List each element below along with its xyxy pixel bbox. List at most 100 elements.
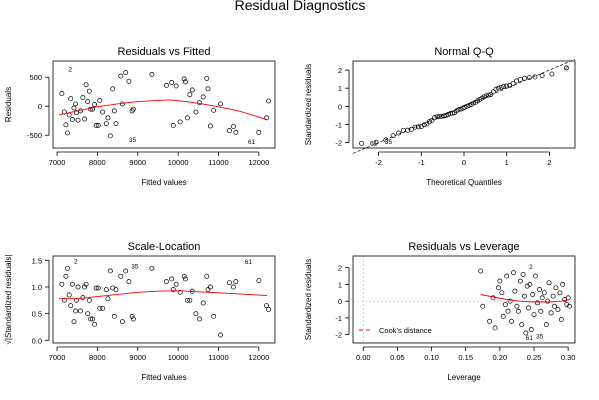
data-point: [498, 84, 504, 90]
data-point: [100, 109, 106, 115]
plot-frame: [52, 60, 276, 149]
data-point: [163, 82, 169, 88]
data-point: [200, 94, 206, 100]
data-point: [73, 297, 79, 303]
data-point: [537, 287, 542, 292]
data-point: [85, 311, 91, 317]
data-point: [80, 95, 86, 100]
data-point: [173, 83, 179, 89]
data-point: [528, 327, 534, 333]
data-point: [170, 287, 176, 293]
data-point: [546, 280, 552, 286]
x-tick-label: 0.20: [493, 353, 508, 362]
data-point: [95, 122, 101, 128]
data-point: [424, 121, 430, 127]
data-point: [77, 308, 83, 314]
y-tick-label: 0: [338, 102, 342, 111]
figure-title: Residual Diagnostics: [235, 0, 366, 13]
data-point: [177, 289, 183, 295]
data-point: [499, 290, 505, 296]
point-label: 2: [74, 258, 78, 265]
data-point: [429, 117, 435, 123]
data-point: [66, 112, 72, 118]
x-tick-label: 7000: [49, 158, 66, 167]
data-point: [400, 127, 406, 133]
data-point: [92, 102, 98, 107]
y-axis-label: √|Standardized residuals|: [4, 255, 13, 345]
data-point: [226, 128, 232, 134]
data-point: [434, 114, 440, 120]
data-point: [515, 308, 521, 314]
data-point: [71, 105, 77, 111]
data-point: [197, 316, 202, 322]
point-label: 35: [129, 137, 137, 144]
data-point: [68, 96, 74, 102]
panel-normal-qq: Normal Q-Q Theoretical Quantiles Standardi…: [304, 46, 576, 187]
x-axis-label: Fitted values: [141, 373, 186, 382]
data-point: [197, 100, 202, 106]
data-point: [493, 86, 499, 92]
data-point: [184, 115, 190, 121]
data-point: [187, 92, 193, 98]
y-tick-label: -1: [335, 120, 342, 129]
data-point: [432, 115, 437, 121]
data-point: [66, 292, 72, 298]
data-point: [110, 86, 116, 92]
data-point: [565, 295, 571, 301]
data-point: [184, 297, 190, 303]
data-point: [522, 293, 527, 299]
data-point: [130, 316, 136, 322]
data-point: [505, 308, 511, 314]
data-point: [182, 276, 188, 282]
y-tick-label: 0.0: [32, 336, 42, 345]
y-tick-label: 500: [29, 73, 42, 82]
data-point: [504, 83, 510, 89]
y-tick-label: 2: [338, 264, 342, 273]
data-point: [113, 287, 119, 293]
data-point: [69, 281, 75, 287]
x-tick-label: 2: [547, 158, 551, 167]
data-point: [169, 276, 175, 282]
data-point: [65, 130, 70, 136]
data-point: [539, 295, 545, 301]
data-point: [396, 130, 402, 136]
data-point: [421, 122, 427, 128]
data-point: [470, 100, 476, 106]
data-point: [524, 283, 530, 289]
data-point: [207, 284, 213, 290]
data-point: [61, 297, 67, 303]
data-point: [113, 121, 119, 127]
data-point: [82, 116, 87, 122]
panel-title: Residuals vs Leverage: [408, 241, 519, 253]
x-tick-label: 0.15: [458, 353, 473, 362]
data-point: [543, 322, 549, 328]
x-axis-label: Leverage: [447, 373, 481, 382]
point-label: 61: [248, 139, 256, 146]
smooth-line: [480, 294, 570, 303]
data-point: [486, 92, 492, 98]
point-label: 61: [526, 335, 534, 342]
data-point: [75, 117, 81, 123]
y-tick-label: 0.5: [32, 310, 42, 319]
data-point: [90, 106, 96, 112]
x-tick-label: 0.05: [390, 353, 405, 362]
data-point: [73, 308, 79, 314]
data-point: [532, 74, 538, 80]
data-point: [550, 293, 556, 299]
data-point: [519, 322, 525, 328]
plot-frame: [52, 255, 276, 344]
x-tick-label: 11000: [208, 158, 228, 167]
data-point: [373, 139, 379, 145]
data-point: [63, 273, 69, 279]
x-tick-label: 10000: [168, 158, 189, 167]
point-label: 35: [385, 139, 393, 146]
data-point: [450, 110, 455, 116]
data-point: [496, 85, 502, 91]
data-point: [264, 303, 269, 309]
x-tick-label: -1: [418, 158, 425, 167]
data-point: [487, 318, 493, 324]
data-point: [552, 303, 557, 309]
data-point: [63, 122, 69, 128]
data-point: [204, 273, 210, 279]
data-point: [90, 316, 96, 322]
